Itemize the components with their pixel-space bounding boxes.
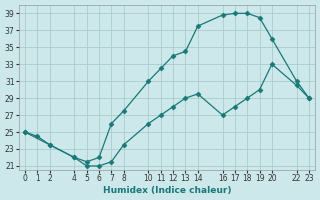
X-axis label: Humidex (Indice chaleur): Humidex (Indice chaleur) bbox=[103, 186, 231, 195]
